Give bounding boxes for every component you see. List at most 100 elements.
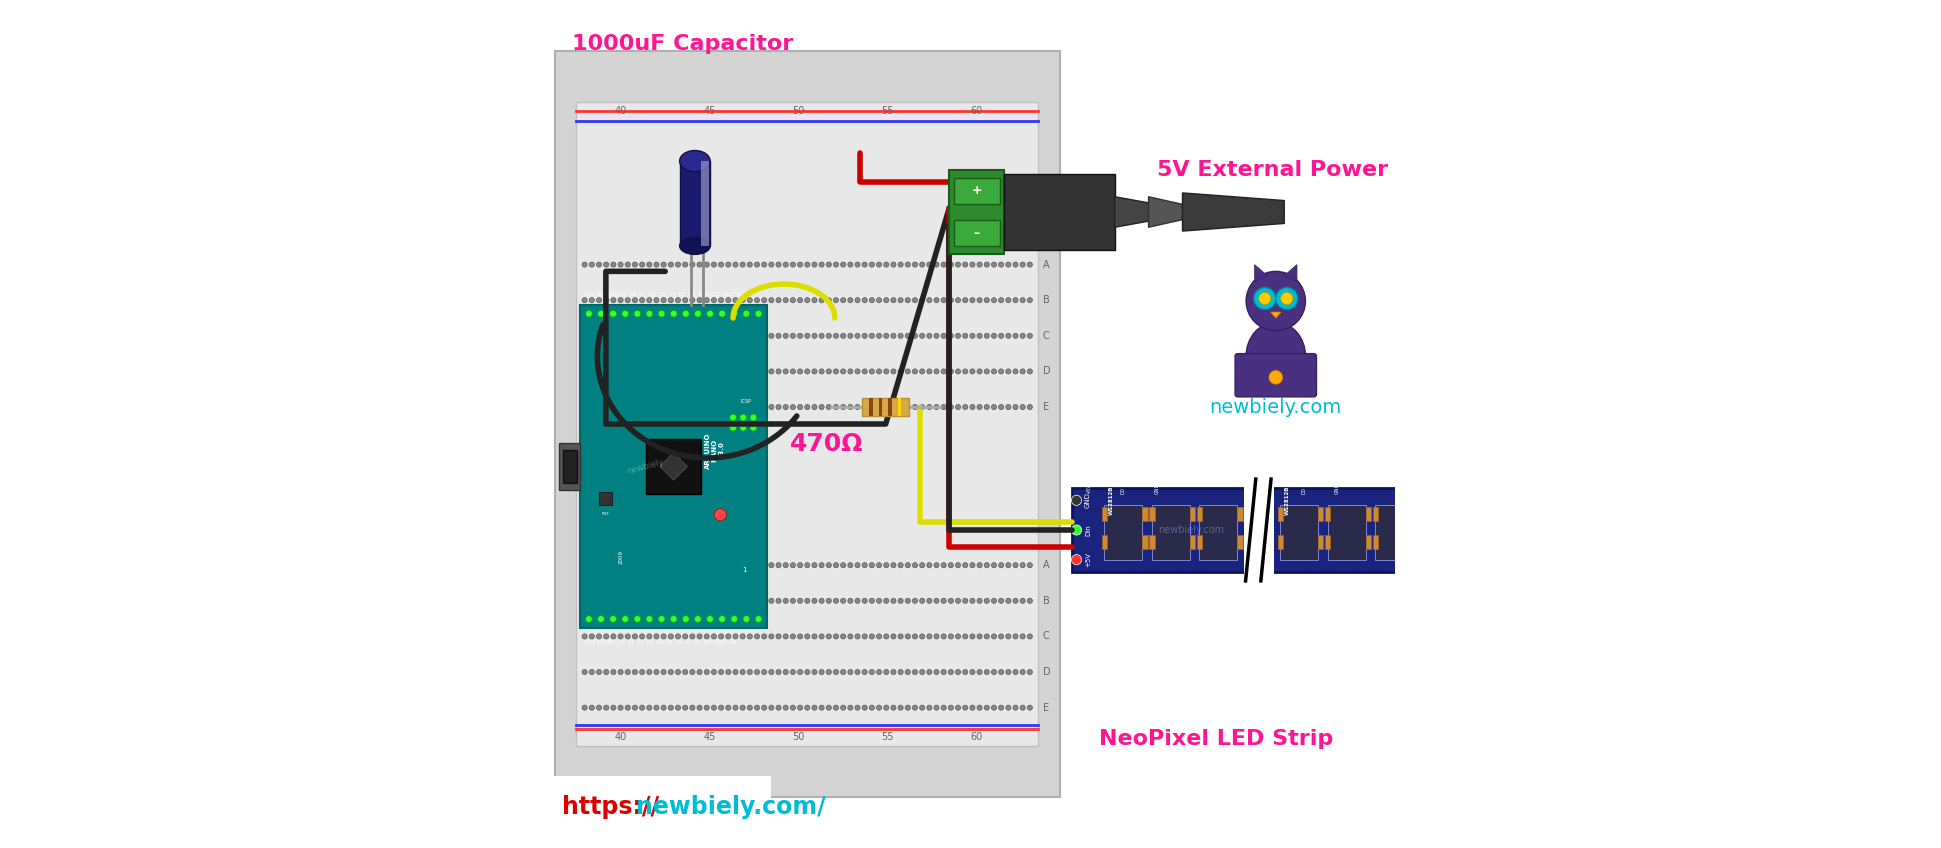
Circle shape [891,705,897,711]
Circle shape [1021,369,1025,374]
Circle shape [877,298,881,303]
Circle shape [617,599,623,604]
Circle shape [755,599,759,604]
Circle shape [668,599,674,604]
Circle shape [984,634,990,639]
Circle shape [646,616,652,622]
Circle shape [617,369,623,374]
Circle shape [998,333,1003,338]
Text: 50: 50 [792,732,804,742]
Circle shape [747,404,753,410]
Circle shape [633,599,637,604]
Circle shape [726,369,732,374]
Circle shape [747,369,753,374]
Circle shape [726,599,732,604]
Circle shape [883,670,889,675]
Circle shape [984,404,990,410]
Circle shape [761,705,767,711]
Circle shape [769,298,774,303]
Circle shape [840,599,846,604]
Circle shape [877,369,881,374]
Circle shape [877,705,881,711]
Circle shape [998,404,1003,410]
Circle shape [668,369,674,374]
Circle shape [891,369,897,374]
Circle shape [862,404,868,410]
Circle shape [625,634,631,639]
Circle shape [582,599,588,604]
Polygon shape [1254,265,1267,282]
Circle shape [848,404,852,410]
Circle shape [883,563,889,568]
Text: B: B [1042,596,1050,605]
Circle shape [596,262,602,267]
Circle shape [718,563,724,568]
Circle shape [718,333,724,338]
Circle shape [790,599,796,604]
Circle shape [798,333,804,338]
Circle shape [1021,670,1025,675]
Circle shape [625,333,631,338]
Circle shape [734,369,738,374]
Circle shape [769,262,774,267]
Circle shape [877,563,881,568]
Circle shape [806,298,809,303]
Circle shape [854,670,860,675]
Circle shape [905,563,910,568]
Circle shape [705,563,708,568]
Circle shape [776,705,780,711]
Circle shape [1013,599,1017,604]
Circle shape [590,634,594,639]
Circle shape [596,670,602,675]
Circle shape [827,563,831,568]
Circle shape [689,599,695,604]
Circle shape [611,670,615,675]
FancyBboxPatch shape [1071,488,1547,572]
Circle shape [689,298,695,303]
Circle shape [769,369,774,374]
Circle shape [740,404,745,410]
Circle shape [668,634,674,639]
Circle shape [710,705,716,711]
Circle shape [590,563,594,568]
Circle shape [761,670,767,675]
Circle shape [718,705,724,711]
Circle shape [920,670,924,675]
FancyBboxPatch shape [1198,535,1201,549]
Circle shape [912,670,918,675]
Circle shape [705,705,708,711]
Circle shape [740,369,745,374]
Circle shape [617,634,623,639]
FancyBboxPatch shape [1003,174,1114,250]
Circle shape [689,333,695,338]
Circle shape [912,369,918,374]
Circle shape [683,670,687,675]
Circle shape [833,404,839,410]
Circle shape [586,616,592,622]
Circle shape [840,369,846,374]
Circle shape [811,563,817,568]
Circle shape [646,298,652,303]
Circle shape [662,262,666,267]
Circle shape [819,404,825,410]
Circle shape [934,369,939,374]
Text: 470Ω: 470Ω [790,432,864,456]
FancyBboxPatch shape [1234,354,1316,397]
Circle shape [718,310,726,317]
Circle shape [611,599,615,604]
Circle shape [761,634,767,639]
Circle shape [689,262,695,267]
Circle shape [755,333,759,338]
Circle shape [598,310,604,317]
Circle shape [891,298,897,303]
Circle shape [1275,287,1299,310]
Circle shape [596,298,602,303]
Circle shape [811,705,817,711]
Circle shape [854,705,860,711]
FancyBboxPatch shape [897,398,901,416]
Circle shape [621,616,629,622]
Circle shape [992,563,996,568]
Circle shape [1027,705,1033,711]
Circle shape [926,262,932,267]
Circle shape [1021,599,1025,604]
